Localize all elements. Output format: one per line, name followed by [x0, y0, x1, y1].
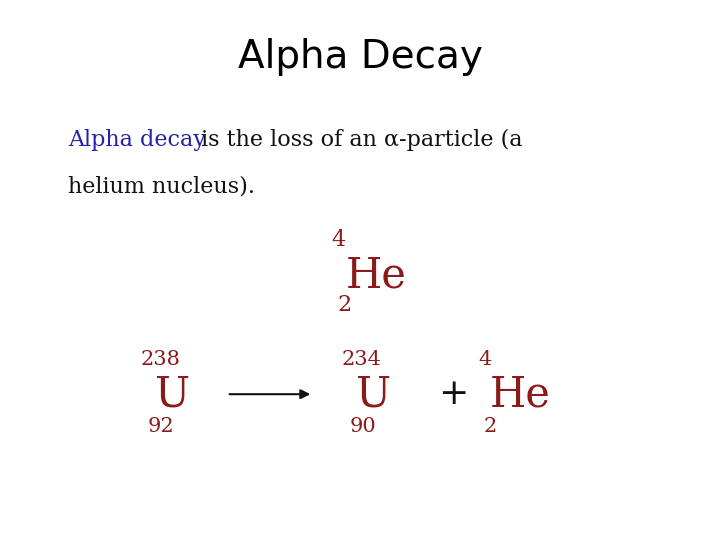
Text: 238: 238: [140, 349, 180, 369]
Text: He: He: [490, 373, 551, 415]
Text: He: He: [346, 254, 407, 296]
Text: 92: 92: [148, 417, 174, 436]
Text: 4: 4: [479, 349, 492, 369]
Text: U: U: [155, 373, 190, 415]
Text: Alpha decay: Alpha decay: [68, 130, 207, 151]
Text: 90: 90: [349, 417, 376, 436]
Text: 4: 4: [331, 230, 346, 251]
Text: 234: 234: [342, 349, 382, 369]
Text: Alpha Decay: Alpha Decay: [238, 38, 482, 76]
Text: is the loss of an α-particle (a: is the loss of an α-particle (a: [194, 130, 523, 151]
Text: U: U: [356, 373, 392, 415]
Text: 2: 2: [484, 417, 497, 436]
Text: 2: 2: [337, 294, 351, 316]
Text: helium nucleus).: helium nucleus).: [68, 176, 256, 197]
Text: +: +: [438, 377, 469, 411]
